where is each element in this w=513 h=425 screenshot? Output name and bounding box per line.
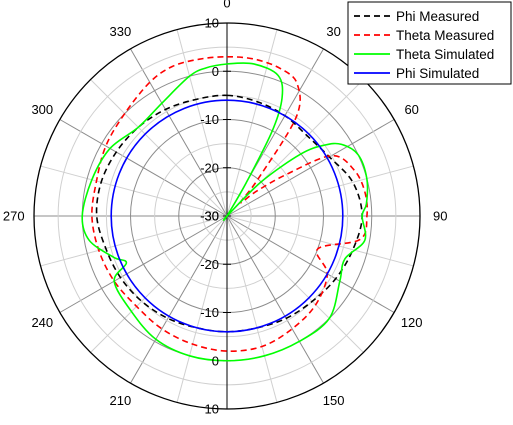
radial-tick-label: -10 bbox=[200, 112, 219, 127]
axis-labels: -30-30-20-20-10-100010100306090120150180… bbox=[3, 0, 448, 425]
radial-tick-label: 10 bbox=[205, 402, 219, 417]
angular-tick-label: 60 bbox=[404, 102, 418, 117]
series-curve bbox=[95, 94, 363, 333]
angular-tick-label: 270 bbox=[3, 209, 25, 224]
radial-tick-label: 10 bbox=[205, 16, 219, 31]
series-curve bbox=[81, 62, 369, 362]
series-curve bbox=[91, 55, 369, 352]
data-series-group bbox=[81, 55, 369, 362]
legend-label: Theta Measured bbox=[396, 28, 494, 43]
series-curve bbox=[110, 99, 344, 333]
angular-tick-label: 90 bbox=[433, 209, 447, 224]
legend: Phi Measured Theta Measured Theta Simulate… bbox=[347, 1, 512, 85]
angular-tick-label: 210 bbox=[110, 393, 132, 408]
radial-tick-label: 0 bbox=[212, 353, 219, 368]
radial-tick-label: -20 bbox=[200, 257, 219, 272]
radial-tick-label: 0 bbox=[212, 64, 219, 79]
polar-grid bbox=[33, 22, 421, 410]
legend-label: Phi Simulated bbox=[396, 66, 479, 81]
angular-tick-label: 0 bbox=[223, 0, 230, 10]
angular-tick-label: 300 bbox=[31, 102, 53, 117]
radial-tick-label: -20 bbox=[200, 160, 219, 175]
legend-label: Phi Measured bbox=[396, 9, 479, 24]
radial-tick-label: -30 bbox=[200, 209, 219, 224]
angular-tick-label: 180 bbox=[216, 422, 238, 425]
angular-tick-label: 330 bbox=[110, 24, 132, 39]
angular-tick-label: 120 bbox=[401, 315, 423, 330]
radial-tick-label: -30 bbox=[200, 209, 219, 224]
angular-tick-label: 240 bbox=[31, 315, 53, 330]
radial-tick-label: -10 bbox=[200, 305, 219, 320]
angular-tick-label: 30 bbox=[326, 24, 340, 39]
angular-tick-label: 150 bbox=[323, 393, 345, 408]
legend-label: Theta Simulated bbox=[396, 47, 494, 62]
